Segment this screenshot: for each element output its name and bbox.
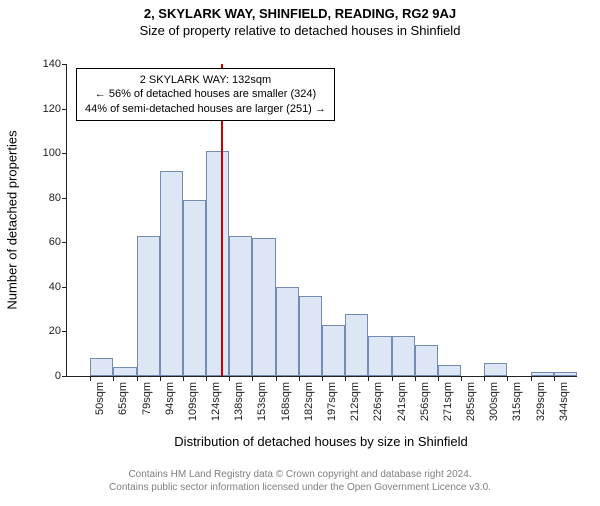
chart-title: 2, SKYLARK WAY, SHINFIELD, READING, RG2 … xyxy=(0,6,600,21)
x-tick-mark xyxy=(461,376,462,381)
x-tick-label: 94sqm xyxy=(164,382,176,415)
histogram-bar xyxy=(252,238,275,376)
annotation-line1: 2 SKYLARK WAY: 132sqm xyxy=(85,73,326,87)
y-tick-label: 20 xyxy=(49,325,67,337)
x-tick-label: 79sqm xyxy=(141,382,153,415)
x-tick-mark xyxy=(484,376,485,381)
x-tick-mark xyxy=(160,376,161,381)
annotation-line2: ← 56% of detached houses are smaller (32… xyxy=(85,87,326,101)
histogram-bar xyxy=(160,171,183,376)
histogram-bar xyxy=(392,336,415,376)
y-tick-label: 100 xyxy=(43,147,67,159)
y-axis-label: Number of detached properties xyxy=(5,130,20,309)
x-tick-label: 197sqm xyxy=(326,382,338,421)
histogram-bar xyxy=(183,200,206,376)
property-size-chart: 2, SKYLARK WAY, SHINFIELD, READING, RG2 … xyxy=(0,6,600,506)
x-tick-label: 329sqm xyxy=(535,382,547,421)
chart-subtitle: Size of property relative to detached ho… xyxy=(0,23,600,38)
x-tick-label: 226sqm xyxy=(372,382,384,421)
y-tick-label: 60 xyxy=(49,236,67,248)
x-tick-label: 285sqm xyxy=(465,382,477,421)
x-tick-mark xyxy=(299,376,300,381)
x-tick-mark xyxy=(183,376,184,381)
histogram-bar xyxy=(276,287,299,376)
x-tick-mark xyxy=(554,376,555,381)
x-tick-label: 153sqm xyxy=(256,382,268,421)
x-tick-mark xyxy=(392,376,393,381)
x-axis-label: Distribution of detached houses by size … xyxy=(66,434,576,449)
x-tick-label: 109sqm xyxy=(187,382,199,421)
x-tick-mark xyxy=(368,376,369,381)
x-tick-mark xyxy=(252,376,253,381)
histogram-bar xyxy=(438,365,461,376)
footer-line1: Contains HM Land Registry data © Crown c… xyxy=(0,468,600,481)
x-tick-mark xyxy=(113,376,114,381)
y-tick-label: 140 xyxy=(43,58,67,70)
x-tick-label: 124sqm xyxy=(210,382,222,421)
histogram-bar xyxy=(368,336,391,376)
x-tick-mark xyxy=(322,376,323,381)
x-tick-label: 271sqm xyxy=(442,382,454,421)
x-tick-label: 344sqm xyxy=(558,382,570,421)
x-tick-mark xyxy=(229,376,230,381)
y-tick-label: 0 xyxy=(55,370,67,382)
x-tick-mark xyxy=(531,376,532,381)
x-tick-label: 241sqm xyxy=(396,382,408,421)
x-tick-label: 65sqm xyxy=(117,382,129,415)
histogram-bar xyxy=(113,367,136,376)
x-tick-label: 50sqm xyxy=(94,382,106,415)
y-tick-label: 80 xyxy=(49,192,67,204)
y-tick-label: 120 xyxy=(43,103,67,115)
histogram-bar xyxy=(137,236,160,376)
footer-line2: Contains public sector information licen… xyxy=(0,481,600,494)
x-tick-mark xyxy=(438,376,439,381)
annotation-line3: 44% of semi-detached houses are larger (… xyxy=(85,102,326,116)
x-tick-label: 182sqm xyxy=(303,382,315,421)
histogram-bar xyxy=(531,372,554,376)
histogram-bar xyxy=(229,236,252,376)
x-tick-mark xyxy=(276,376,277,381)
annotation-box: 2 SKYLARK WAY: 132sqm ← 56% of detached … xyxy=(76,68,335,121)
histogram-bar xyxy=(345,314,368,376)
x-tick-mark xyxy=(415,376,416,381)
footer-attribution: Contains HM Land Registry data © Crown c… xyxy=(0,468,600,494)
y-tick-label: 40 xyxy=(49,281,67,293)
x-tick-label: 300sqm xyxy=(488,382,500,421)
x-tick-mark xyxy=(345,376,346,381)
x-tick-mark xyxy=(90,376,91,381)
x-tick-label: 315sqm xyxy=(511,382,523,421)
x-tick-label: 168sqm xyxy=(280,382,292,421)
histogram-bar xyxy=(299,296,322,376)
x-tick-mark xyxy=(507,376,508,381)
x-tick-mark xyxy=(137,376,138,381)
histogram-bar xyxy=(415,345,438,376)
histogram-bar xyxy=(206,151,229,376)
histogram-bar xyxy=(322,325,345,376)
histogram-bar xyxy=(484,363,507,376)
x-tick-label: 138sqm xyxy=(233,382,245,421)
x-tick-mark xyxy=(206,376,207,381)
x-tick-label: 212sqm xyxy=(349,382,361,421)
x-tick-label: 256sqm xyxy=(419,382,431,421)
histogram-bar xyxy=(554,372,577,376)
histogram-bar xyxy=(90,358,113,376)
